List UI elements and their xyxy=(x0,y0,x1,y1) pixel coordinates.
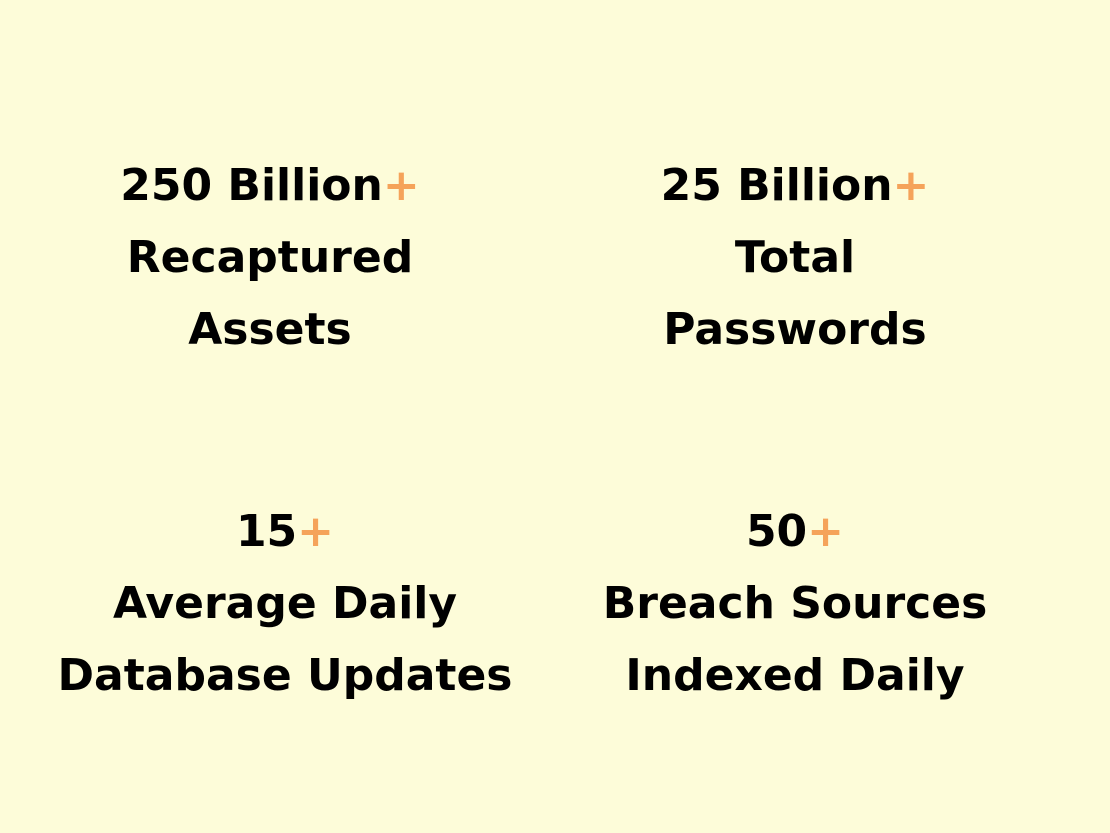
stat-value-line: 50+ xyxy=(525,496,1065,568)
stat-value-line: 15+ xyxy=(15,496,555,568)
stat-breach-sources: 50+ Breach Sources Indexed Daily xyxy=(525,496,1065,712)
stat-value: 15 xyxy=(235,506,298,557)
stat-label-line-2: Assets xyxy=(188,304,352,355)
stat-daily-database-updates: 15+ Average Daily Database Updates xyxy=(15,496,555,712)
stat-value: 50 xyxy=(745,506,808,557)
plus-suffix: + xyxy=(382,160,420,211)
plus-suffix: + xyxy=(807,506,845,557)
stat-label-line-1: Total xyxy=(734,232,856,283)
stat-value-line: 250 Billion+ xyxy=(0,150,540,222)
plus-suffix: + xyxy=(297,506,335,557)
stat-label-line-2: Database Updates xyxy=(57,650,513,701)
stat-total-passwords: 25 Billion+ Total Passwords xyxy=(525,150,1065,366)
stat-label-line-1: Breach Sources xyxy=(602,578,988,629)
stat-recaptured-assets: 250 Billion+ Recaptured Assets xyxy=(0,150,540,366)
stat-label-line-2: Passwords xyxy=(663,304,927,355)
stat-label-line-1: Average Daily xyxy=(112,578,458,629)
stat-value: 250 Billion xyxy=(120,160,383,211)
stat-value-line: 25 Billion+ xyxy=(525,150,1065,222)
plus-suffix: + xyxy=(892,160,930,211)
stat-value: 25 Billion xyxy=(660,160,893,211)
stat-label-line-1: Recaptured xyxy=(126,232,414,283)
stat-label-line-2: Indexed Daily xyxy=(625,650,965,701)
